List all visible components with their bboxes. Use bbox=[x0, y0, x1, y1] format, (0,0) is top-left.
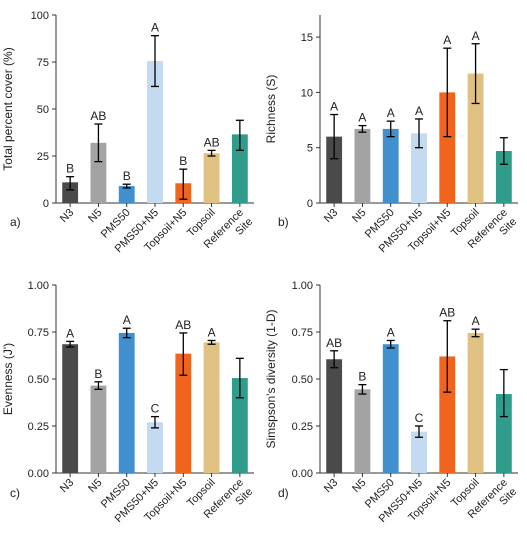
bar-reference-site bbox=[231, 378, 248, 473]
significance-label: AB bbox=[326, 336, 342, 350]
significance-label: AB bbox=[90, 109, 106, 123]
y-tick-label: 0.25 bbox=[28, 421, 49, 433]
significance-label: A bbox=[358, 111, 366, 125]
bar-n3 bbox=[326, 136, 343, 203]
bar-pms50-n5 bbox=[147, 61, 163, 204]
significance-label: AB bbox=[175, 318, 191, 332]
y-tick-label: 25 bbox=[37, 151, 49, 163]
y-tick-label: 0 bbox=[43, 198, 49, 210]
y-tick-label: 0.75 bbox=[28, 327, 49, 339]
bar-reference-site bbox=[495, 394, 512, 473]
significance-label: A bbox=[387, 106, 395, 120]
y-tick-label: 0.75 bbox=[292, 327, 313, 339]
significance-label: A bbox=[330, 100, 338, 114]
significance-label: A bbox=[443, 33, 451, 47]
y-tick-label: 0.00 bbox=[292, 468, 313, 480]
bar-n3 bbox=[326, 359, 343, 473]
significance-label: AB bbox=[204, 135, 220, 149]
y-tick-label: 0.25 bbox=[292, 421, 313, 433]
y-axis-title: Simspson's diversity (1-D) bbox=[264, 310, 278, 449]
y-tick-label: 15 bbox=[301, 32, 313, 44]
significance-label: A bbox=[66, 326, 74, 340]
significance-label: A bbox=[472, 29, 480, 43]
bar-topsoil-n5 bbox=[439, 356, 456, 473]
x-tick-label: N5 bbox=[350, 207, 368, 225]
bar-n3 bbox=[62, 182, 79, 203]
significance-label: A bbox=[472, 314, 480, 328]
x-tick-label: N3 bbox=[322, 477, 340, 495]
bar-topsoil-n5 bbox=[439, 92, 456, 203]
panel-c-evenness: 0.00 0.25 0.50 0.75 1.00 Evenness (J') c) A N3 B N… bbox=[1, 280, 255, 525]
panel-label: a) bbox=[10, 215, 21, 229]
bar-pms50 bbox=[382, 128, 399, 203]
panel-d-simpson-diversity: 0.00 0.25 0.50 0.75 1.00 Simspson's diversity… bbox=[264, 280, 519, 525]
x-tick-label: N3 bbox=[322, 207, 340, 225]
x-tick-label: N5 bbox=[86, 477, 104, 495]
y-tick-label: 0.50 bbox=[28, 374, 49, 386]
bar-topsoil bbox=[203, 153, 220, 203]
y-axis-title: Evenness (J') bbox=[1, 343, 15, 415]
bar-pms50-n5 bbox=[147, 422, 163, 473]
significance-label: B bbox=[66, 162, 74, 176]
significance-label: C bbox=[151, 402, 160, 416]
significance-label: A bbox=[387, 325, 395, 339]
significance-label: C bbox=[415, 411, 424, 425]
y-axis-title: Richness (S) bbox=[264, 75, 278, 144]
y-axis-title: Total percent cover (%) bbox=[1, 47, 15, 170]
bar-n5 bbox=[354, 389, 371, 473]
bar-pms50 bbox=[118, 186, 135, 203]
bar-topsoil-n5 bbox=[175, 353, 192, 473]
bar-n3 bbox=[62, 344, 79, 473]
y-tick-label: 1.00 bbox=[292, 280, 313, 292]
panel-label: b) bbox=[278, 215, 289, 229]
significance-label: B bbox=[123, 169, 131, 183]
x-tick-label: N3 bbox=[58, 207, 76, 225]
bar-n5 bbox=[90, 142, 107, 203]
panel-label: c) bbox=[10, 486, 20, 500]
y-tick-label: 5 bbox=[307, 143, 313, 155]
x-tick-label: N3 bbox=[58, 477, 76, 495]
y-tick-label: 0 bbox=[307, 198, 313, 210]
bar-reference-site bbox=[231, 134, 248, 203]
y-tick-label: 1.00 bbox=[28, 280, 49, 292]
x-tick-label: N5 bbox=[86, 207, 104, 225]
significance-label: B bbox=[358, 370, 366, 384]
y-tick-label: 0.50 bbox=[292, 374, 313, 386]
bar-topsoil bbox=[467, 332, 484, 473]
significance-label: A bbox=[415, 104, 423, 118]
panel-label: d) bbox=[278, 486, 289, 500]
bar-pms50-n5 bbox=[411, 431, 427, 473]
significance-label: B bbox=[179, 154, 187, 168]
y-tick-label: 10 bbox=[301, 87, 313, 99]
significance-label: A bbox=[151, 21, 159, 35]
bar-pms50-n5 bbox=[411, 133, 427, 203]
y-tick-label: 100 bbox=[31, 10, 49, 22]
bar-topsoil bbox=[467, 73, 484, 204]
bar-pms50 bbox=[118, 332, 135, 473]
bar-n5 bbox=[90, 385, 107, 473]
y-tick-label: 50 bbox=[37, 104, 49, 116]
bar-n5 bbox=[354, 128, 371, 203]
significance-label: AB bbox=[439, 306, 455, 320]
significance-label: A bbox=[208, 325, 216, 339]
significance-label: B bbox=[94, 367, 102, 381]
bar-pms50 bbox=[382, 344, 399, 473]
x-tick-label: N5 bbox=[350, 477, 368, 495]
y-tick-label: 75 bbox=[37, 57, 49, 69]
y-tick-label: 0.00 bbox=[28, 468, 49, 480]
significance-label: A bbox=[123, 313, 131, 327]
bar-topsoil bbox=[203, 342, 220, 473]
